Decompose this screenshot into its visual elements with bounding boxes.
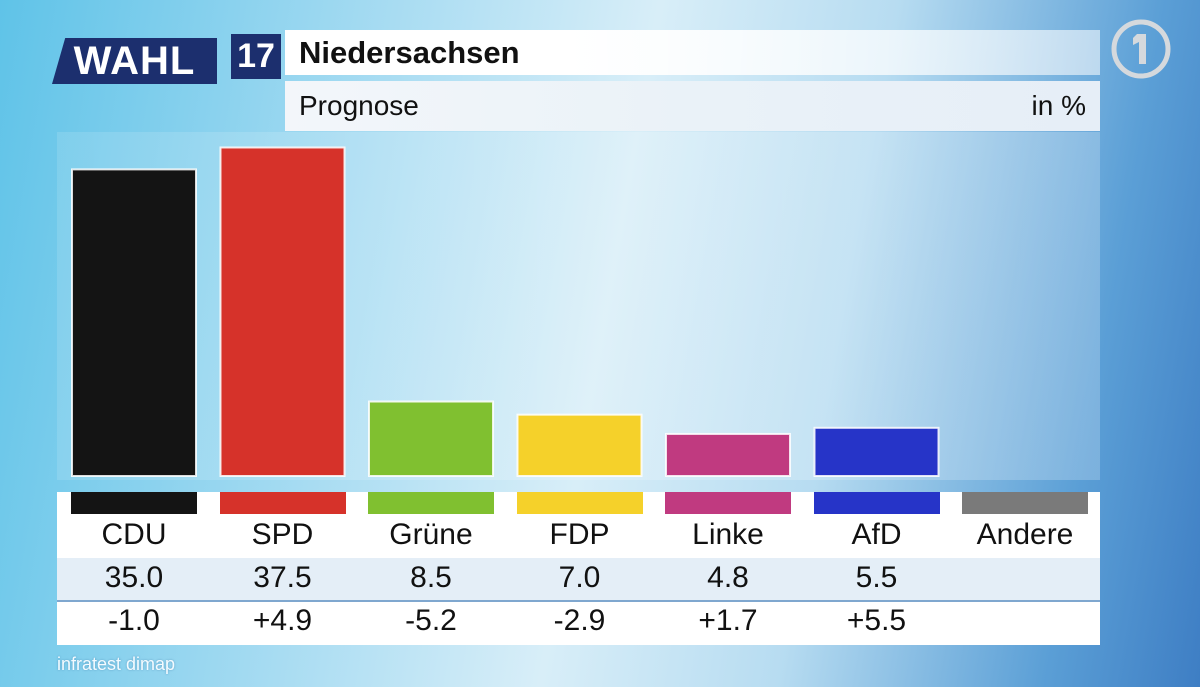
change-label-linke: +1.7 (698, 604, 758, 637)
bar-gruene (368, 400, 494, 478)
strip-linke (665, 492, 791, 514)
source-label: infratest dimap (57, 654, 176, 674)
party-label-cdu: CDU (101, 518, 167, 551)
party-label-linke: Linke (692, 518, 764, 551)
party-label-gruene: Grüne (389, 518, 473, 551)
results-table: CDU SPD Grüne FDP Linke AfD Andere 35.0 37.5 8.5… (57, 492, 1100, 645)
value-label-gruene: 8.5 (410, 561, 452, 594)
value-label-afd: 5.5 (855, 561, 898, 594)
value-label-fdp: 7.0 (558, 561, 601, 594)
strip-fdp (516, 492, 643, 514)
party-label-afd: AfD (851, 518, 902, 551)
strip-spd (219, 492, 346, 514)
value-label-linke: 4.8 (707, 561, 749, 594)
party-names-row: CDU SPD Grüne FDP Linke AfD Andere (57, 514, 1100, 558)
wahl-year-badge: 17 (231, 34, 281, 79)
wahl-logo: WAHL (52, 38, 217, 84)
chart-title: Niedersachsen (285, 30, 1100, 75)
unit-label: in % (1031, 90, 1086, 121)
bar-linke (665, 432, 791, 477)
change-label-cdu: -1.0 (108, 604, 160, 637)
bar-spd (219, 146, 346, 477)
strip-andere (962, 492, 1088, 514)
change-values-row: -1.0 +4.9 -5.2 -2.9 +1.7 +5.5 (57, 600, 1100, 645)
party-label-andere: Andere (976, 518, 1074, 551)
bar-fdp (516, 413, 643, 477)
plot-area (57, 132, 1100, 480)
strip-afd (813, 492, 940, 514)
strip-cdu (71, 492, 197, 514)
change-label-gruene: -5.2 (405, 604, 457, 637)
chart-subtitle: Prognose (299, 90, 419, 121)
value-label-cdu: 35.0 (104, 561, 164, 594)
bar-chart (71, 146, 940, 478)
strip-gruene (368, 492, 494, 514)
change-label-spd: +4.9 (252, 604, 313, 637)
change-label-fdp: -2.9 (553, 604, 606, 637)
ard-one-logo-icon (1111, 19, 1171, 79)
subtitle-bar: Prognose in % (285, 81, 1100, 131)
party-label-fdp: FDP (549, 518, 610, 551)
percent-values-row: 35.0 37.5 8.5 7.0 4.8 5.5 (57, 558, 1100, 600)
party-label-spd: SPD (251, 518, 314, 551)
bar-cdu (71, 168, 197, 478)
bar-afd (813, 426, 940, 478)
party-color-strips (57, 492, 1100, 514)
value-label-spd: 37.5 (253, 561, 312, 594)
change-label-afd: +5.5 (846, 604, 907, 637)
